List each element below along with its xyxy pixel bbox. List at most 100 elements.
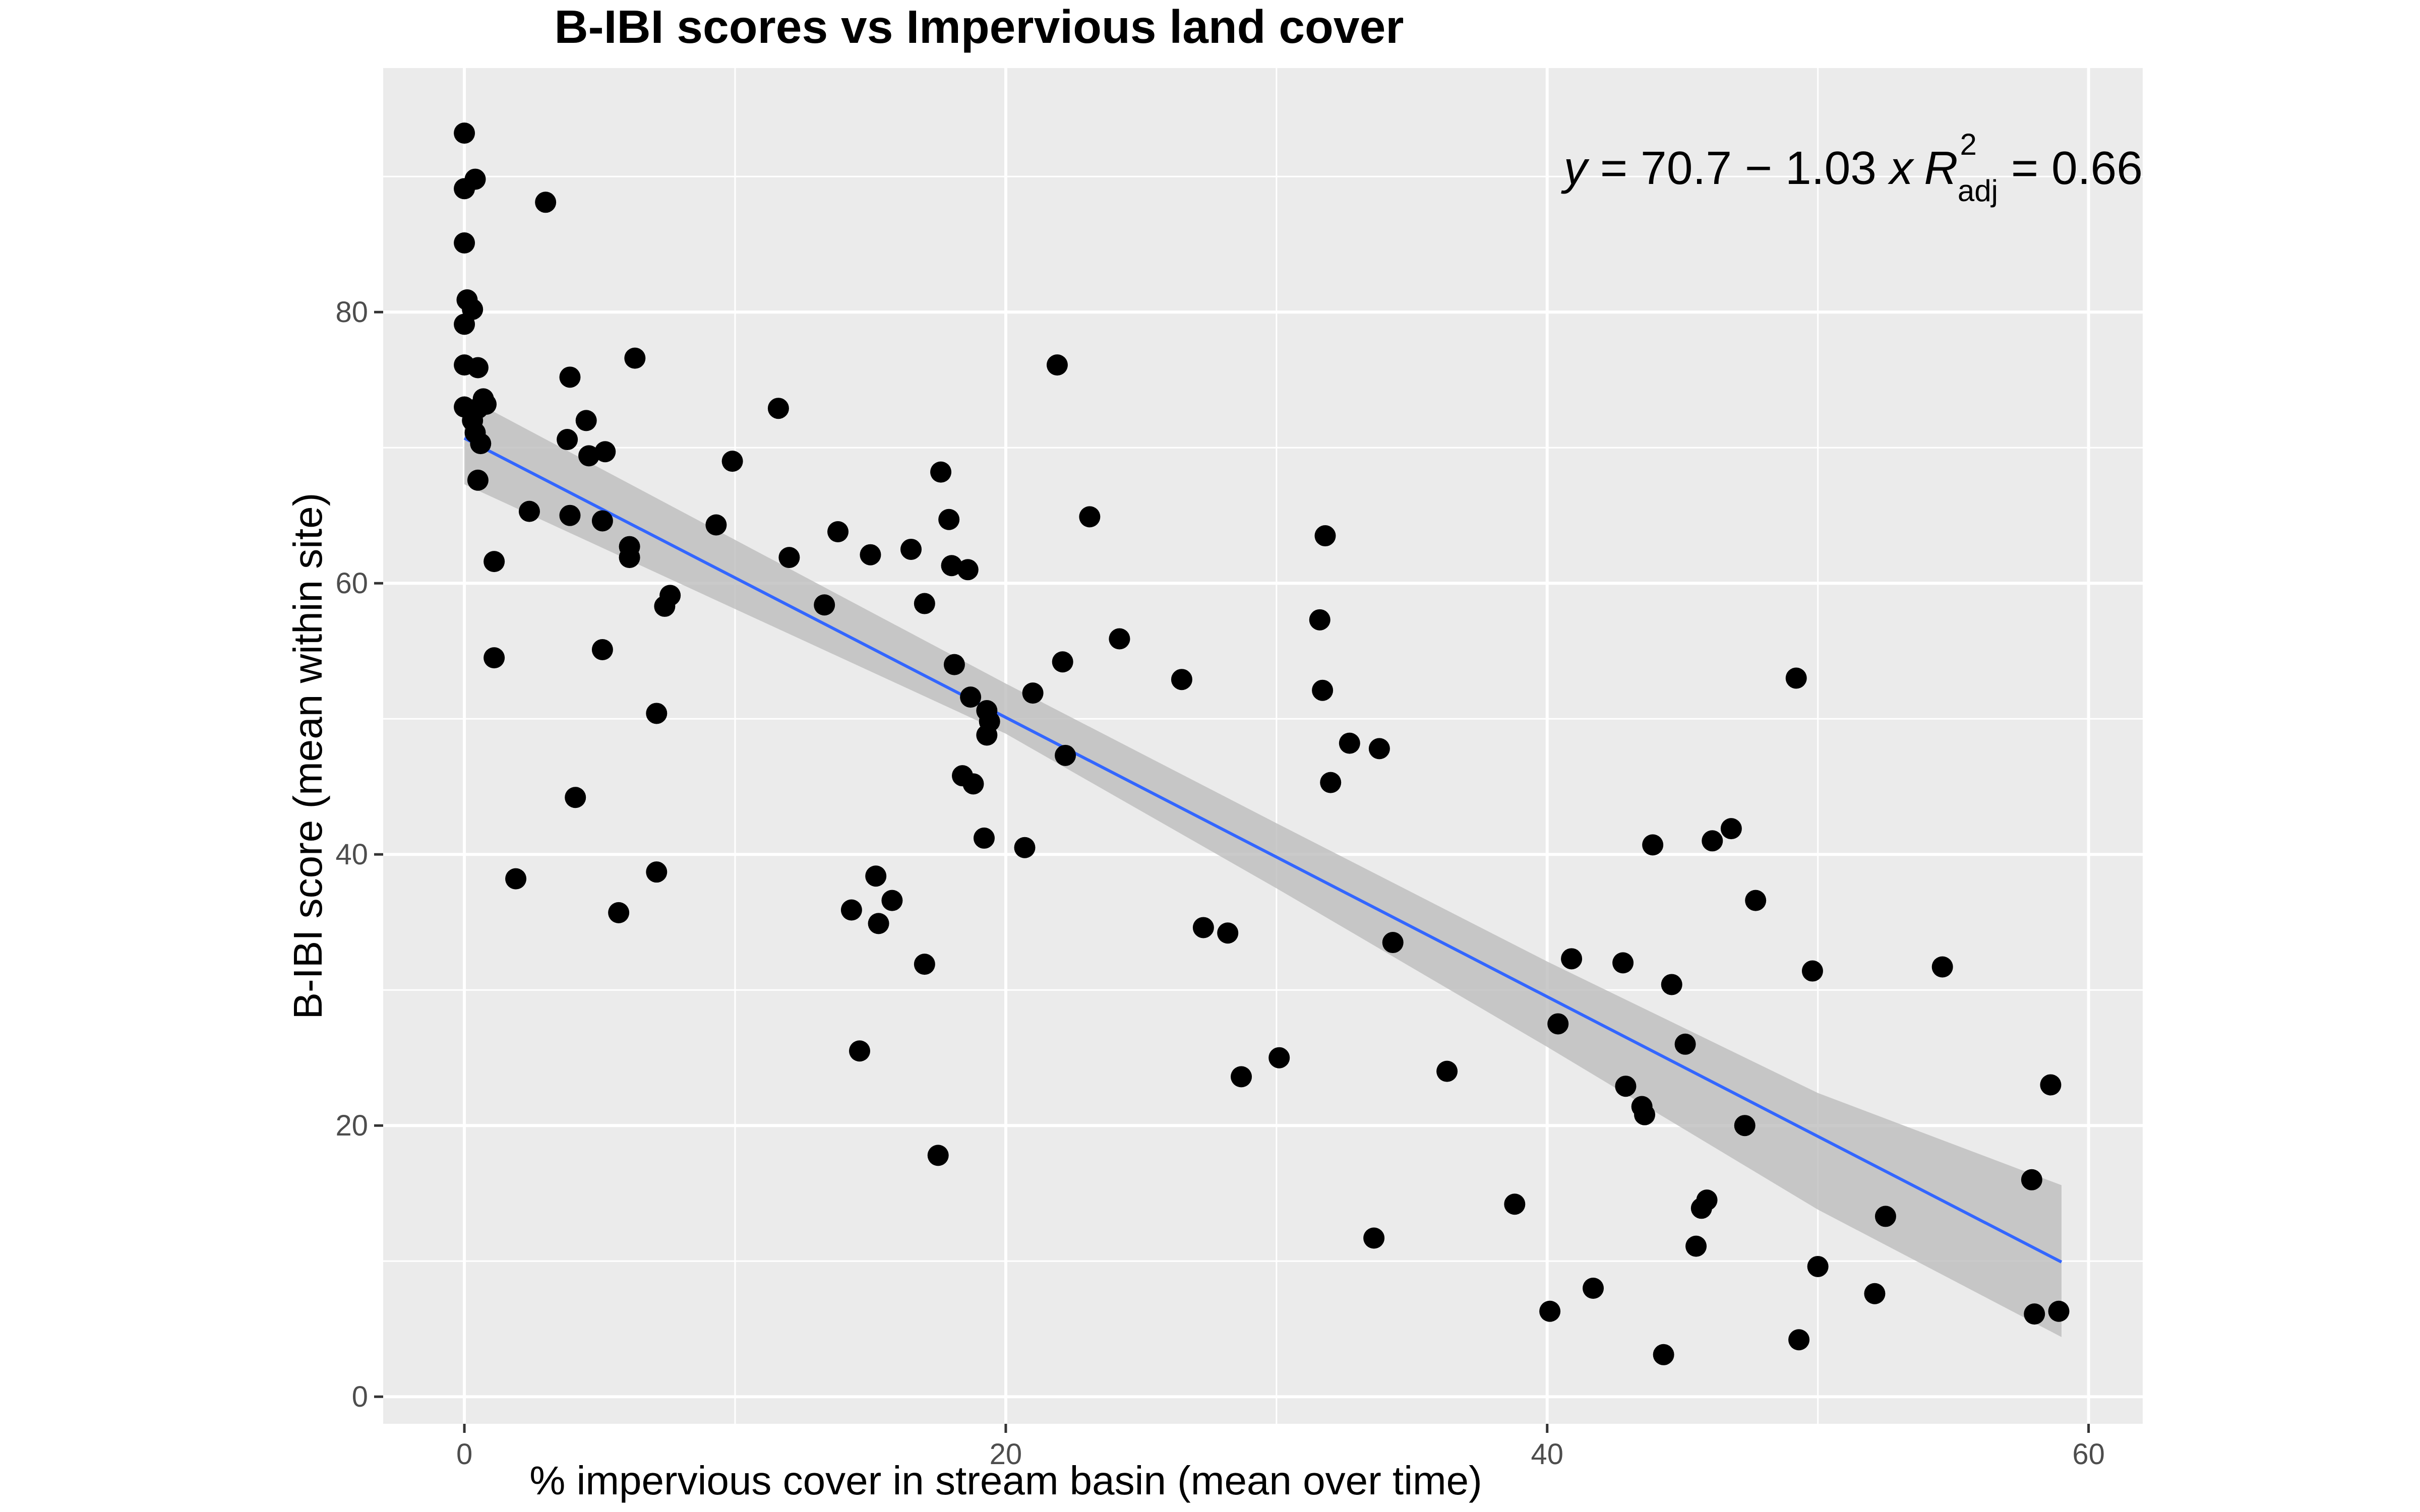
data-point (2024, 1303, 2045, 1325)
data-point (1864, 1283, 1886, 1304)
data-point (1612, 952, 1634, 974)
data-points (454, 122, 2070, 1365)
data-point (1561, 948, 1583, 970)
r-squared-letter: R (1924, 142, 1958, 194)
data-point (778, 547, 800, 569)
data-point (591, 510, 613, 532)
data-point (962, 773, 984, 795)
data-point (814, 594, 835, 616)
data-point (973, 827, 995, 849)
data-point (914, 954, 935, 975)
x-axis-ticks: 0 20 40 60 (456, 1424, 2105, 1471)
data-point (1046, 354, 1068, 376)
data-point (840, 899, 862, 921)
data-point (1642, 834, 1664, 856)
data-point (2040, 1074, 2062, 1096)
equation-y-variable: y (1561, 142, 1590, 194)
confidence-band (464, 396, 2062, 1337)
y-tick-label: 20 (335, 1109, 368, 1142)
data-point (608, 902, 630, 923)
x-axis-title: % impervious cover in stream basin (mean… (529, 1458, 1482, 1503)
data-point (535, 192, 557, 213)
data-point (1312, 679, 1334, 701)
data-point (1231, 1066, 1252, 1088)
data-point (1171, 669, 1192, 690)
data-point (1539, 1300, 1561, 1322)
data-point (1052, 651, 1073, 673)
data-point (1268, 1047, 1290, 1068)
minor-gridlines (383, 68, 2143, 1424)
data-point (1217, 922, 1239, 944)
data-point (454, 232, 475, 254)
data-point (462, 298, 483, 320)
y-tick-label: 0 (352, 1380, 368, 1413)
data-point (1192, 917, 1214, 938)
data-point (767, 398, 789, 419)
data-point (1583, 1278, 1604, 1299)
data-point (1745, 890, 1767, 911)
x-tick-label: 0 (456, 1438, 472, 1471)
data-point (467, 357, 489, 379)
data-point (557, 429, 578, 451)
data-point (1720, 818, 1742, 840)
data-point (1931, 956, 1953, 978)
data-point (1314, 525, 1336, 547)
data-point (575, 410, 597, 431)
data-point (559, 505, 581, 526)
data-point (721, 451, 743, 472)
x-tick-label: 20 (990, 1438, 1022, 1471)
data-point (957, 559, 979, 581)
data-point (464, 168, 486, 190)
data-point (960, 686, 982, 708)
data-point (2048, 1300, 2070, 1322)
data-point (619, 547, 640, 569)
data-point (1615, 1076, 1637, 1097)
data-point (827, 521, 849, 542)
data-point (868, 913, 889, 934)
data-point (1685, 1235, 1707, 1257)
data-point (865, 865, 887, 887)
data-point (1785, 667, 1807, 689)
data-point (646, 861, 668, 883)
data-point (1014, 837, 1036, 858)
data-point (943, 654, 965, 675)
data-point (1653, 1344, 1674, 1365)
data-point (659, 585, 681, 606)
y-tick-label: 40 (335, 838, 368, 871)
data-point (705, 514, 727, 536)
data-point (927, 1145, 949, 1166)
data-point (1807, 1255, 1829, 1277)
equation-x-variable: x (1888, 142, 1915, 194)
x-tick-label: 40 (1531, 1438, 1564, 1471)
data-point (860, 544, 881, 565)
data-point (467, 469, 489, 491)
x-tick-label: 60 (2072, 1438, 2105, 1471)
regression-equation: y = 70.7 − 1.03 x R2 adj = 0.66 (1561, 128, 2143, 208)
data-point (1022, 682, 1044, 704)
r-squared-value: = 0.66 (1998, 142, 2143, 194)
y-axis-title: B-IBI score (mean within site) (285, 493, 330, 1020)
data-point (849, 1040, 870, 1062)
data-point (1079, 506, 1101, 528)
data-point (941, 555, 962, 577)
data-point (1634, 1104, 1656, 1125)
data-point (591, 639, 613, 661)
data-point (518, 500, 540, 522)
data-point (1109, 628, 1130, 650)
data-point (1055, 744, 1076, 766)
data-point (1504, 1193, 1526, 1215)
data-point (1874, 1206, 1896, 1227)
data-point (1734, 1115, 1756, 1137)
r-squared-superscript: 2 (1960, 128, 1977, 161)
data-point (475, 394, 497, 415)
data-point (1696, 1189, 1718, 1211)
data-point (881, 890, 903, 911)
data-point (900, 538, 922, 560)
data-point (505, 868, 527, 890)
data-point (1674, 1033, 1696, 1055)
data-point (594, 441, 616, 463)
data-point (1320, 772, 1342, 793)
data-point (1339, 732, 1360, 754)
data-point (1547, 1013, 1569, 1035)
